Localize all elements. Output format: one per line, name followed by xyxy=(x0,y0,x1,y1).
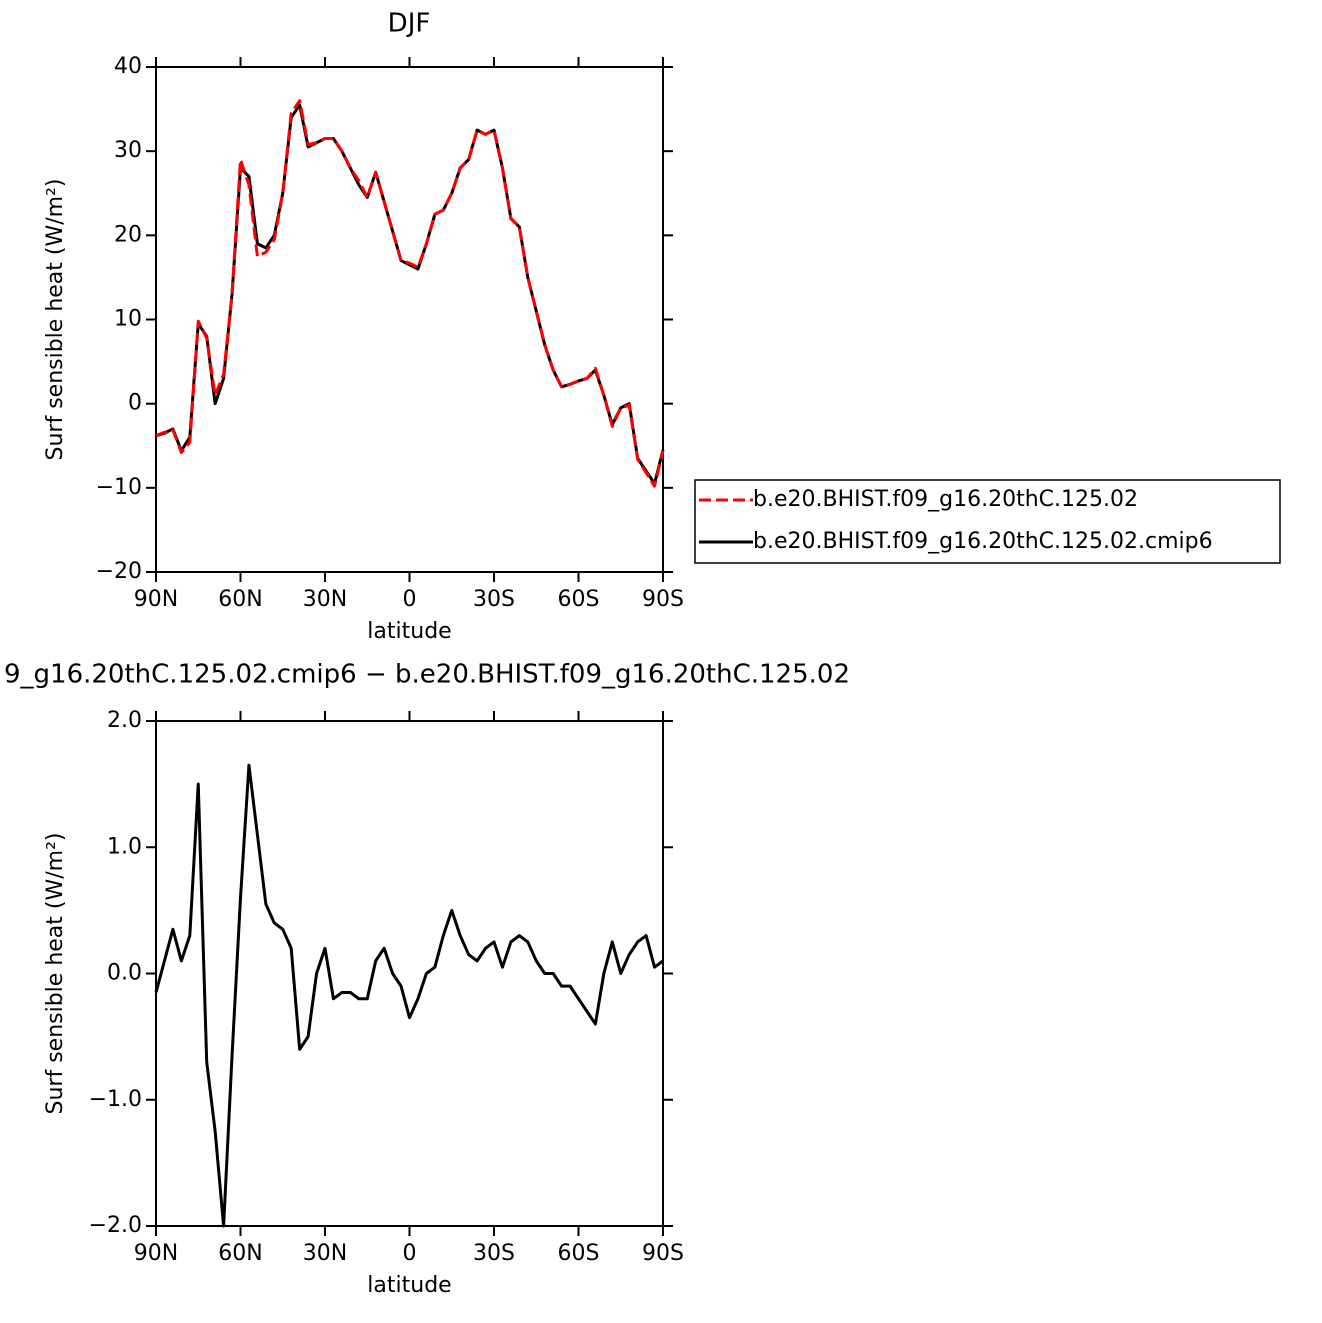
x-tick-label: 30S xyxy=(473,587,515,612)
y-tick-label: −20 xyxy=(96,559,142,584)
y-tick-label: 10 xyxy=(114,307,142,332)
data-line xyxy=(154,763,664,1228)
y-tick-label: 1.0 xyxy=(107,834,142,859)
x-tick-label: 60N xyxy=(218,587,262,612)
y-tick-label: −2.0 xyxy=(89,1213,142,1238)
y-tick-label: −1.0 xyxy=(89,1087,142,1112)
plot-frame xyxy=(155,720,664,1227)
x-tick-label: 90S xyxy=(642,1241,684,1266)
y-tick-label: 20 xyxy=(114,222,142,247)
y-tick-label: 40 xyxy=(114,54,142,79)
legend-label: b.e20.BHIST.f09_g16.20thC.125.02.cmip6 xyxy=(753,529,1213,554)
x-tick-label: 30N xyxy=(303,587,347,612)
y-axis-label: Surf sensible heat (W/m²) xyxy=(43,179,68,461)
x-tick-label: 60N xyxy=(218,1241,262,1266)
y-tick-label: 0.0 xyxy=(107,961,142,986)
y-tick-label: 30 xyxy=(114,138,142,163)
x-tick-label: 90N xyxy=(134,587,178,612)
x-tick-label: 90N xyxy=(134,1241,178,1266)
x-tick-label: 30S xyxy=(473,1241,515,1266)
x-axis-label: latitude xyxy=(367,1273,451,1298)
x-axis-label: latitude xyxy=(367,619,451,644)
data-line xyxy=(155,103,665,486)
x-tick-label: 0 xyxy=(403,587,417,612)
x-tick-label: 30N xyxy=(303,1241,347,1266)
legend-label: b.e20.BHIST.f09_g16.20thC.125.02 xyxy=(753,487,1138,512)
y-tick-label: 0 xyxy=(128,391,142,416)
legend-box xyxy=(694,479,1281,564)
chart-title: 9_g16.20thC.125.02.cmip6 − b.e20.BHIST.f… xyxy=(4,660,850,690)
chart-title: DJF xyxy=(388,9,431,39)
y-axis-label: Surf sensible heat (W/m²) xyxy=(43,833,68,1115)
data-line xyxy=(155,99,665,488)
y-tick-label: −10 xyxy=(96,475,142,500)
x-tick-label: 60S xyxy=(558,1241,600,1266)
x-tick-label: 0 xyxy=(403,1241,417,1266)
plot-frame xyxy=(155,66,664,573)
x-tick-label: 90S xyxy=(642,587,684,612)
x-tick-label: 60S xyxy=(558,587,600,612)
y-tick-label: 2.0 xyxy=(107,708,142,733)
